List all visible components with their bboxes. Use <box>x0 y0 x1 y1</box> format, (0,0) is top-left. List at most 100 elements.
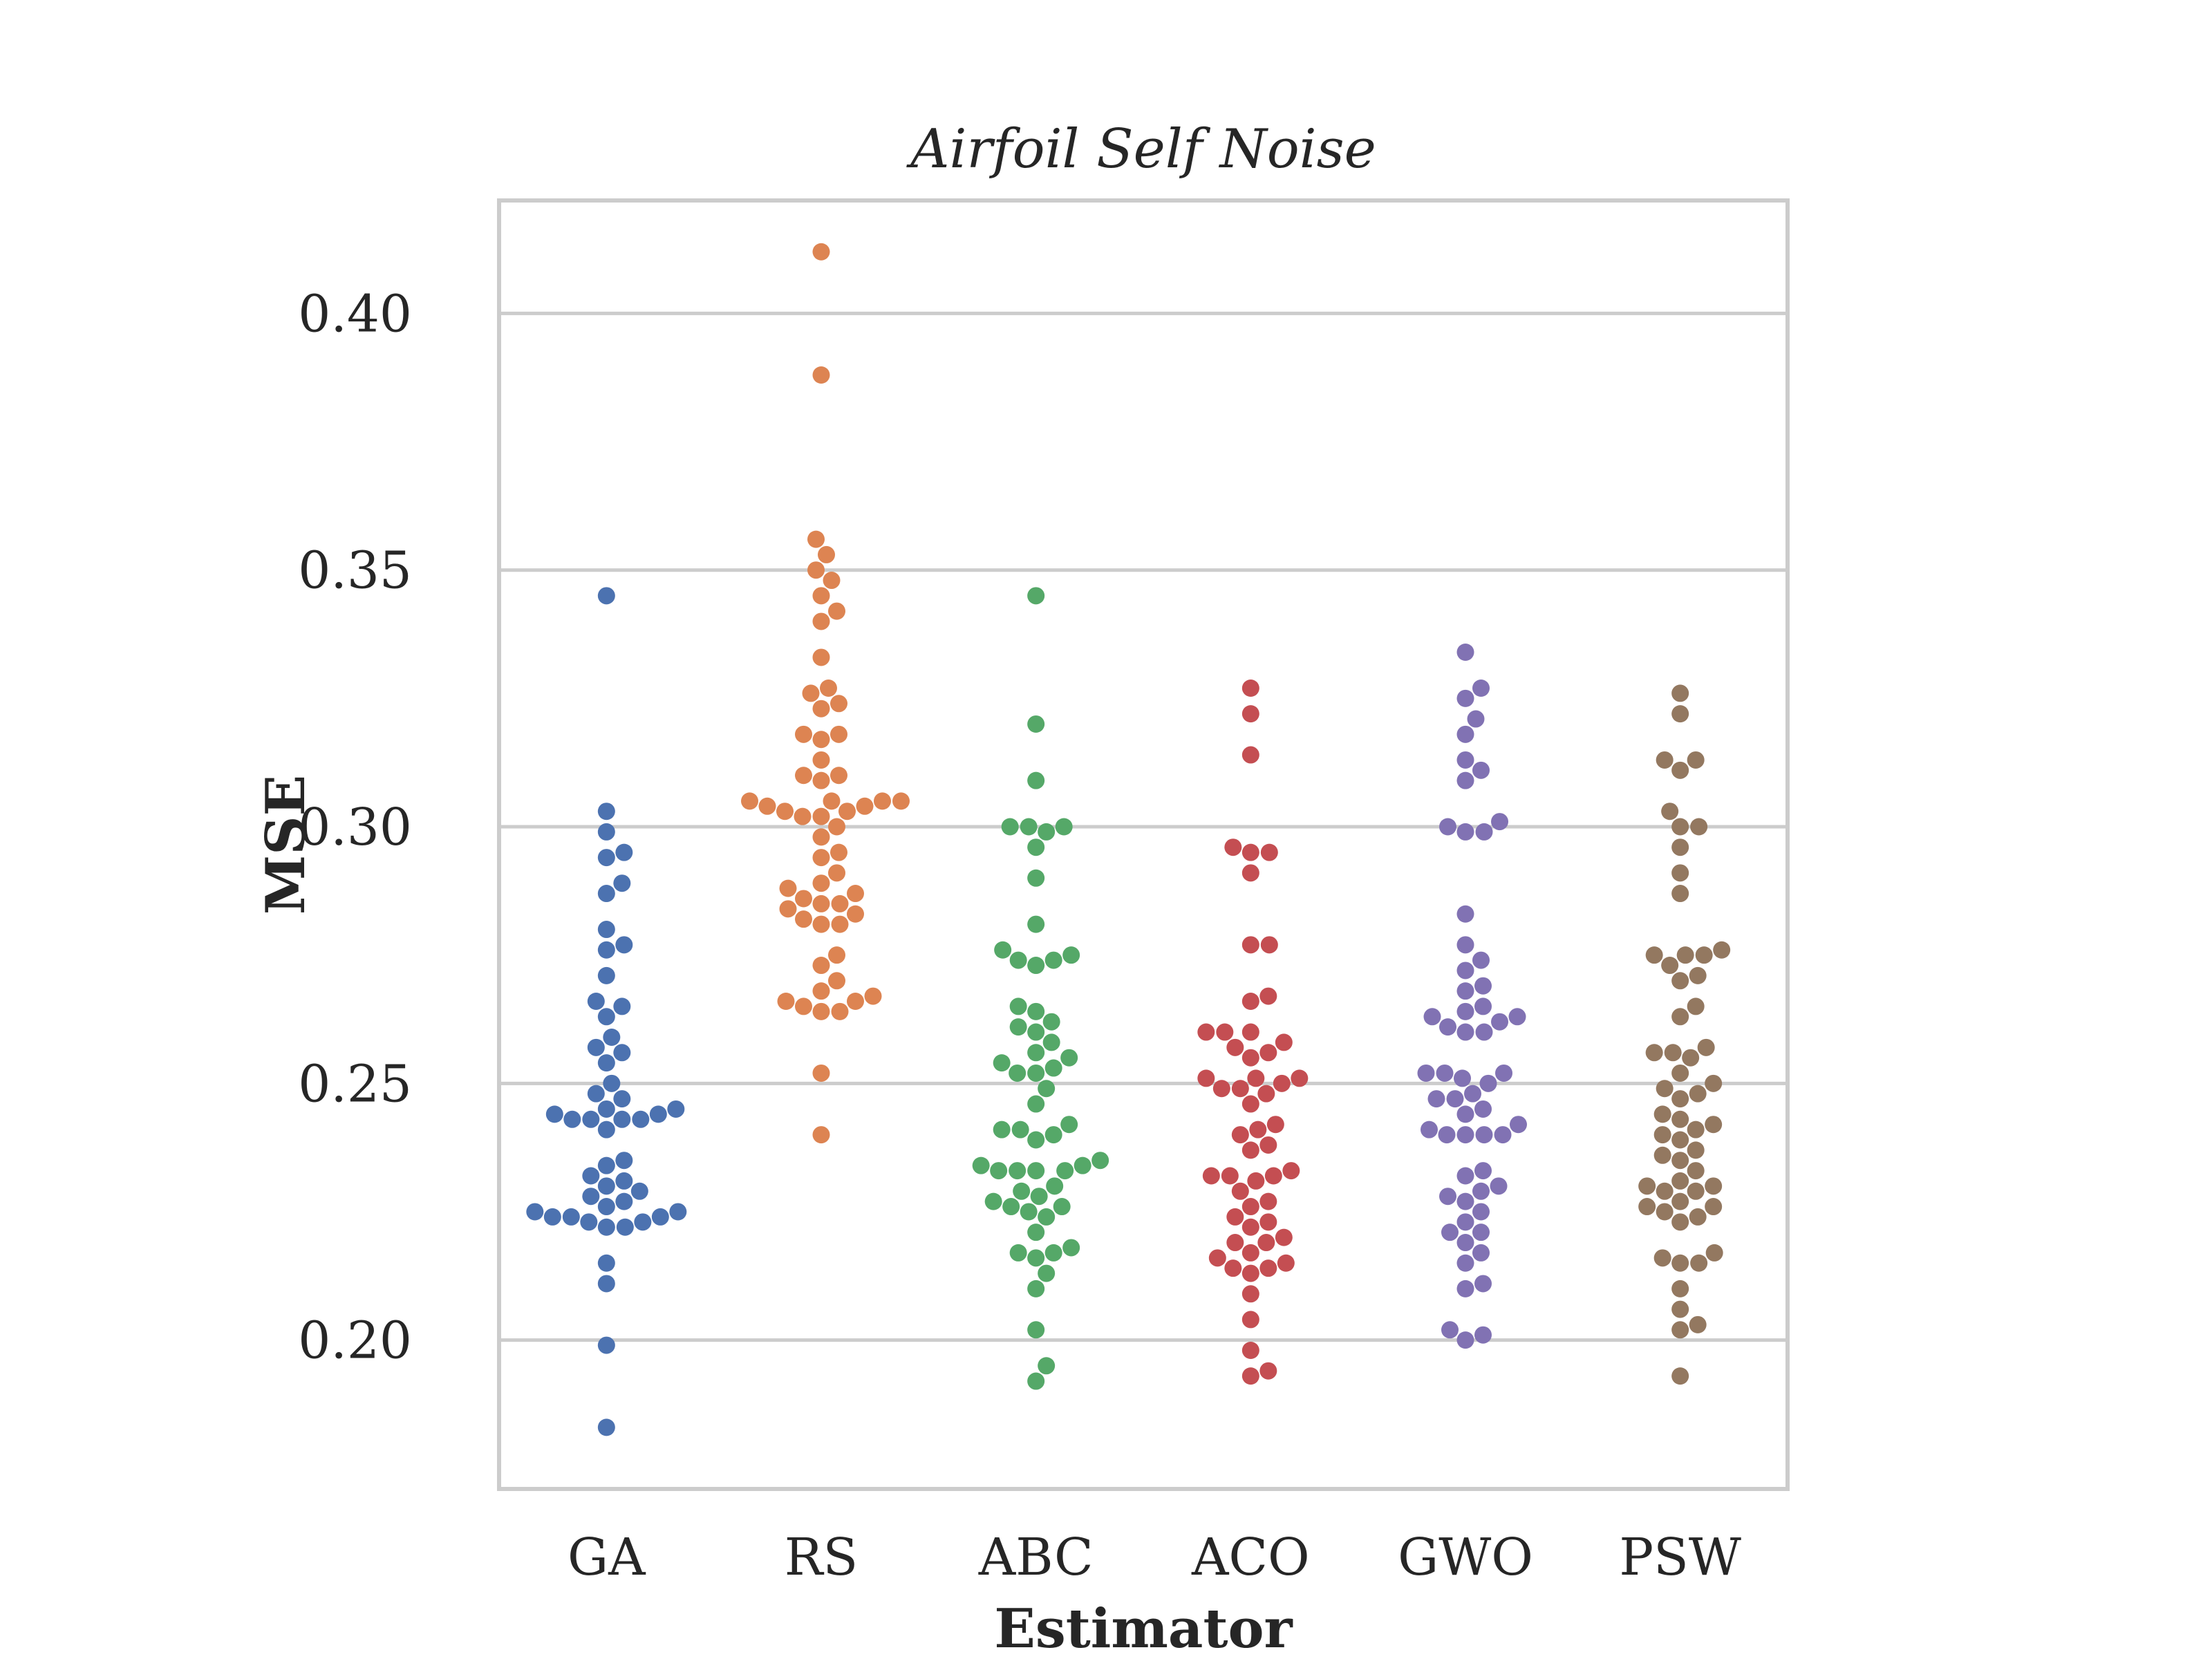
x-tick-label: PSW <box>1619 1528 1741 1587</box>
y-tick-label: 0.20 <box>298 1311 412 1371</box>
data-point <box>1027 915 1045 933</box>
data-point <box>613 1110 631 1128</box>
data-point <box>1438 1126 1456 1144</box>
data-point <box>1671 1152 1689 1170</box>
x-tick-labels: GA RS ABC ACO GWO PSW <box>568 1528 1741 1587</box>
data-point <box>582 1110 600 1128</box>
data-point <box>1241 746 1259 764</box>
data-point <box>1436 1064 1454 1082</box>
data-point <box>1705 1244 1723 1262</box>
data-point <box>1671 1367 1689 1385</box>
data-point <box>1291 1069 1309 1087</box>
data-point <box>812 243 830 261</box>
data-point <box>1456 905 1474 923</box>
data-point <box>580 1213 598 1231</box>
data-point <box>1510 1116 1527 1134</box>
data-point <box>587 1038 605 1056</box>
data-point <box>1257 1085 1275 1103</box>
data-point <box>1671 684 1689 702</box>
data-point <box>831 915 849 933</box>
data-point <box>1027 715 1045 733</box>
data-point <box>634 1213 652 1231</box>
data-point <box>812 771 830 789</box>
data-point <box>1682 1049 1700 1067</box>
data-point <box>1241 1311 1259 1329</box>
data-point <box>1231 1126 1249 1144</box>
data-point <box>1456 751 1474 769</box>
data-point <box>1472 1203 1490 1221</box>
data-point <box>1046 1177 1064 1195</box>
data-point <box>1009 997 1027 1015</box>
data-point <box>1656 1203 1674 1221</box>
data-point <box>545 1105 563 1123</box>
data-point <box>1472 1244 1490 1262</box>
data-point <box>1454 1069 1471 1087</box>
data-point <box>1427 1090 1445 1108</box>
data-point <box>1456 725 1474 743</box>
data-point <box>777 993 795 1011</box>
data-point <box>830 767 847 785</box>
x-tick-label: RS <box>785 1528 858 1587</box>
data-point <box>795 725 812 743</box>
data-point <box>1027 1280 1045 1297</box>
data-point <box>1491 813 1508 831</box>
data-point <box>1689 1085 1707 1103</box>
data-point <box>1456 1023 1474 1041</box>
data-point <box>1216 1023 1234 1041</box>
data-point <box>1671 818 1689 836</box>
data-point <box>1671 1008 1689 1026</box>
data-point <box>1060 1116 1078 1134</box>
data-point <box>1638 1177 1656 1195</box>
data-point <box>1656 751 1674 769</box>
data-point <box>597 1177 615 1195</box>
data-point <box>1055 818 1073 836</box>
data-point <box>1456 823 1474 841</box>
data-point <box>1277 1254 1295 1272</box>
data-point <box>1656 1080 1674 1098</box>
y-tick-labels: 0.20 0.25 0.30 0.35 0.40 <box>298 284 412 1370</box>
data-point <box>1456 771 1474 789</box>
data-point <box>1671 1064 1689 1082</box>
data-point <box>1671 1110 1689 1128</box>
data-point <box>1456 1213 1474 1231</box>
data-point <box>597 1254 615 1272</box>
data-point <box>1275 1228 1293 1246</box>
data-point <box>1027 1023 1045 1041</box>
data-point <box>779 879 797 897</box>
y-tick-label: 0.25 <box>298 1054 412 1114</box>
data-point <box>1441 1224 1459 1241</box>
x-tick-label: ACO <box>1191 1528 1310 1587</box>
data-point <box>1053 1198 1071 1216</box>
data-point <box>1241 1367 1259 1385</box>
data-point <box>597 1054 615 1072</box>
data-point <box>597 1100 615 1118</box>
data-point <box>795 910 812 928</box>
data-point <box>1697 1038 1715 1056</box>
data-point <box>1645 946 1663 964</box>
data-point <box>1009 1162 1027 1180</box>
data-point <box>1241 1285 1259 1303</box>
data-point <box>1247 1069 1265 1087</box>
data-point <box>1221 1167 1239 1185</box>
data-point <box>1475 1126 1493 1144</box>
data-point <box>1421 1121 1438 1138</box>
data-point <box>562 1208 580 1226</box>
data-point <box>812 915 830 933</box>
data-point <box>1671 1192 1689 1210</box>
data-point <box>1474 1162 1492 1180</box>
data-point <box>613 997 631 1015</box>
data-point <box>828 864 845 882</box>
data-point <box>812 1126 830 1144</box>
data-point <box>831 1002 849 1020</box>
data-point <box>1241 993 1259 1011</box>
data-point <box>1241 1244 1259 1262</box>
data-point <box>615 1152 633 1170</box>
data-point <box>1009 1244 1027 1262</box>
data-point <box>603 1074 621 1092</box>
data-point <box>1472 679 1490 697</box>
data-point <box>615 1172 633 1190</box>
data-point <box>1474 1275 1492 1293</box>
data-point <box>1282 1162 1300 1180</box>
data-point <box>1713 941 1731 959</box>
data-point <box>807 530 825 548</box>
